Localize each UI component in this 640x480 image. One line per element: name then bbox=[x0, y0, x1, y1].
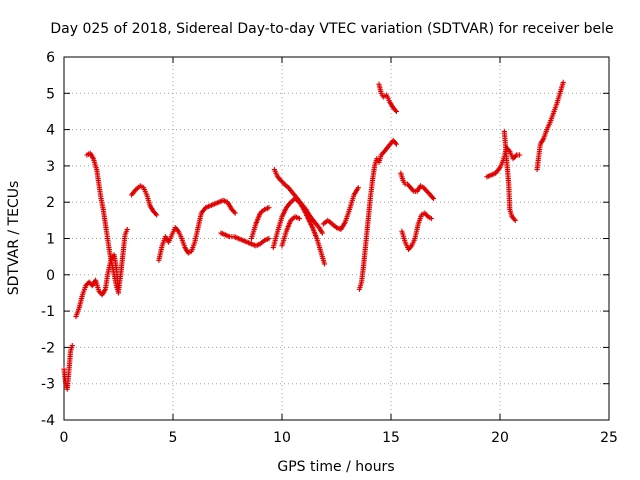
tick-layer: 0 5 10 15 20 25 -4 -3 -2 -1 0 1 2 3 4 5 6 bbox=[41, 50, 618, 446]
data-point bbox=[393, 141, 400, 147]
data-point bbox=[428, 215, 434, 222]
y-tick-label: -3 bbox=[41, 377, 55, 393]
y-tick-label: 2 bbox=[46, 195, 55, 211]
data-point bbox=[321, 261, 328, 267]
data-point bbox=[266, 205, 272, 211]
x-tick-label: 25 bbox=[600, 430, 618, 446]
y-tick-label: 5 bbox=[46, 86, 55, 102]
data-point bbox=[232, 210, 238, 216]
x-axis-label: GPS time / hours bbox=[277, 459, 394, 475]
x-tick-label: 10 bbox=[273, 430, 291, 446]
data-point bbox=[154, 212, 160, 218]
y-tick-label: 4 bbox=[46, 123, 55, 139]
data-point bbox=[115, 290, 122, 296]
y-tick-label: 0 bbox=[46, 268, 55, 284]
y-tick-label: 6 bbox=[46, 50, 55, 66]
y-tick-label: 1 bbox=[46, 232, 55, 248]
grid-layer bbox=[64, 57, 609, 420]
x-tick-label: 15 bbox=[382, 430, 400, 446]
y-axis-label: SDTVAR / TECUs bbox=[6, 181, 22, 296]
data-point bbox=[296, 215, 303, 222]
data-point bbox=[512, 217, 518, 223]
y-tick-label: -1 bbox=[41, 304, 55, 320]
data-point bbox=[124, 226, 130, 233]
data-point bbox=[355, 185, 361, 191]
marker-layer bbox=[61, 79, 566, 392]
y-tick-label: -4 bbox=[41, 413, 55, 429]
y-tick-label: 3 bbox=[46, 159, 55, 175]
x-tick-label: 20 bbox=[491, 430, 509, 446]
data-point bbox=[517, 152, 523, 158]
y-tick-label: -2 bbox=[41, 340, 55, 356]
data-point bbox=[266, 235, 272, 242]
data-point bbox=[430, 195, 437, 202]
x-tick-label: 5 bbox=[169, 430, 178, 446]
data-point bbox=[560, 79, 566, 86]
chart-title: Day 025 of 2018, Sidereal Day-to-day VTE… bbox=[50, 21, 613, 37]
data-point bbox=[69, 342, 75, 349]
data-point bbox=[393, 108, 400, 115]
x-tick-label: 0 bbox=[60, 430, 69, 446]
data-point bbox=[319, 230, 325, 236]
